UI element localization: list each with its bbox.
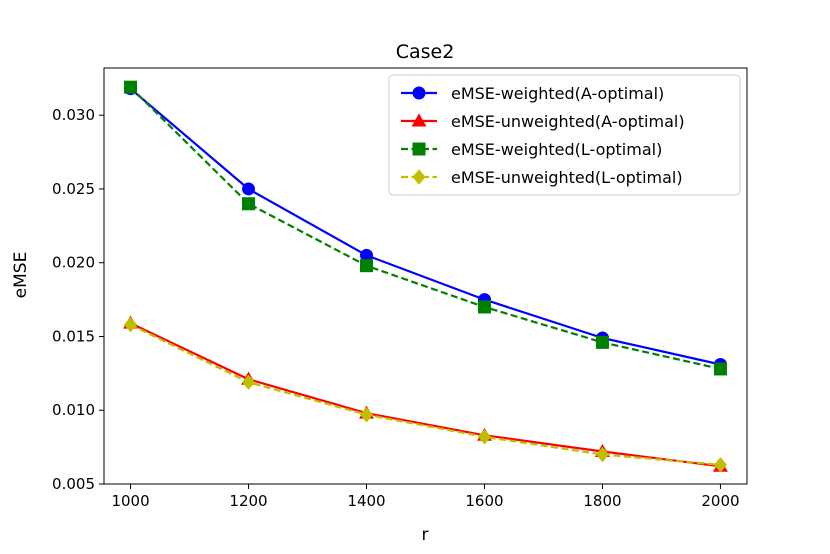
y-tick-label: 0.005	[52, 475, 95, 493]
x-tick-label: 1400	[347, 492, 385, 510]
axes-frame	[103, 67, 748, 485]
legend-item-4: eMSE-unweighted(L-optimal)	[401, 168, 683, 187]
data-point	[477, 300, 491, 314]
y-tick-label: 0.015	[52, 327, 95, 345]
y-axis-label: eMSE	[11, 252, 31, 299]
x-tick-label: 1800	[583, 492, 621, 510]
x-tick-label: 1600	[465, 492, 503, 510]
legend-marker	[412, 142, 426, 156]
y-tick-label: 0.010	[52, 401, 95, 419]
data-point	[595, 335, 609, 349]
series-line	[130, 322, 721, 468]
data-point	[713, 362, 727, 376]
series-line	[130, 323, 721, 466]
data-point	[595, 446, 609, 463]
series-4	[124, 317, 727, 473]
legend-frame	[388, 74, 741, 196]
data-point	[242, 374, 256, 390]
series-line	[129, 87, 721, 366]
legend-label: eMSE-weighted(L-optimal)	[451, 140, 662, 159]
data-point	[360, 259, 374, 273]
data-point	[359, 406, 374, 423]
y-tick-label: 0.025	[52, 180, 95, 198]
data-point	[242, 182, 256, 196]
legend-item-2: eMSE-unweighted(A-optimal)	[401, 112, 685, 131]
legend: eMSE-weighted(A-optimal) eMSE-unweighted(…	[388, 74, 741, 196]
chart-title: Case2	[396, 41, 455, 63]
plot-area	[123, 80, 728, 473]
legend-label: eMSE-unweighted(L-optimal)	[451, 168, 683, 187]
legend-item-3: eMSE-weighted(L-optimal)	[401, 140, 662, 159]
y-tick-label: 0.030	[52, 106, 95, 124]
x-axis-label: r	[422, 525, 429, 545]
data-point	[242, 197, 256, 211]
legend-label: eMSE-weighted(A-optimal)	[451, 84, 664, 103]
axes: 1000 1200 1400 1600 1800 2000 0.005 0.010 0.015 0…	[52, 67, 748, 510]
data-point	[124, 317, 138, 333]
data-point	[477, 429, 492, 445]
x-tick-label: 2000	[701, 492, 739, 510]
series-line	[129, 86, 721, 370]
y-tick-label: 0.020	[52, 254, 95, 272]
x-tick-label: 1000	[111, 492, 149, 510]
data-point	[124, 80, 138, 94]
series-3	[124, 80, 727, 376]
legend-marker	[412, 86, 426, 100]
legend-label: eMSE-unweighted(A-optimal)	[451, 112, 685, 131]
legend-item-1: eMSE-weighted(A-optimal)	[401, 84, 664, 103]
x-tick-label: 1200	[229, 492, 267, 510]
data-point	[713, 457, 727, 473]
legend-marker	[411, 113, 427, 127]
legend-marker	[412, 169, 426, 185]
